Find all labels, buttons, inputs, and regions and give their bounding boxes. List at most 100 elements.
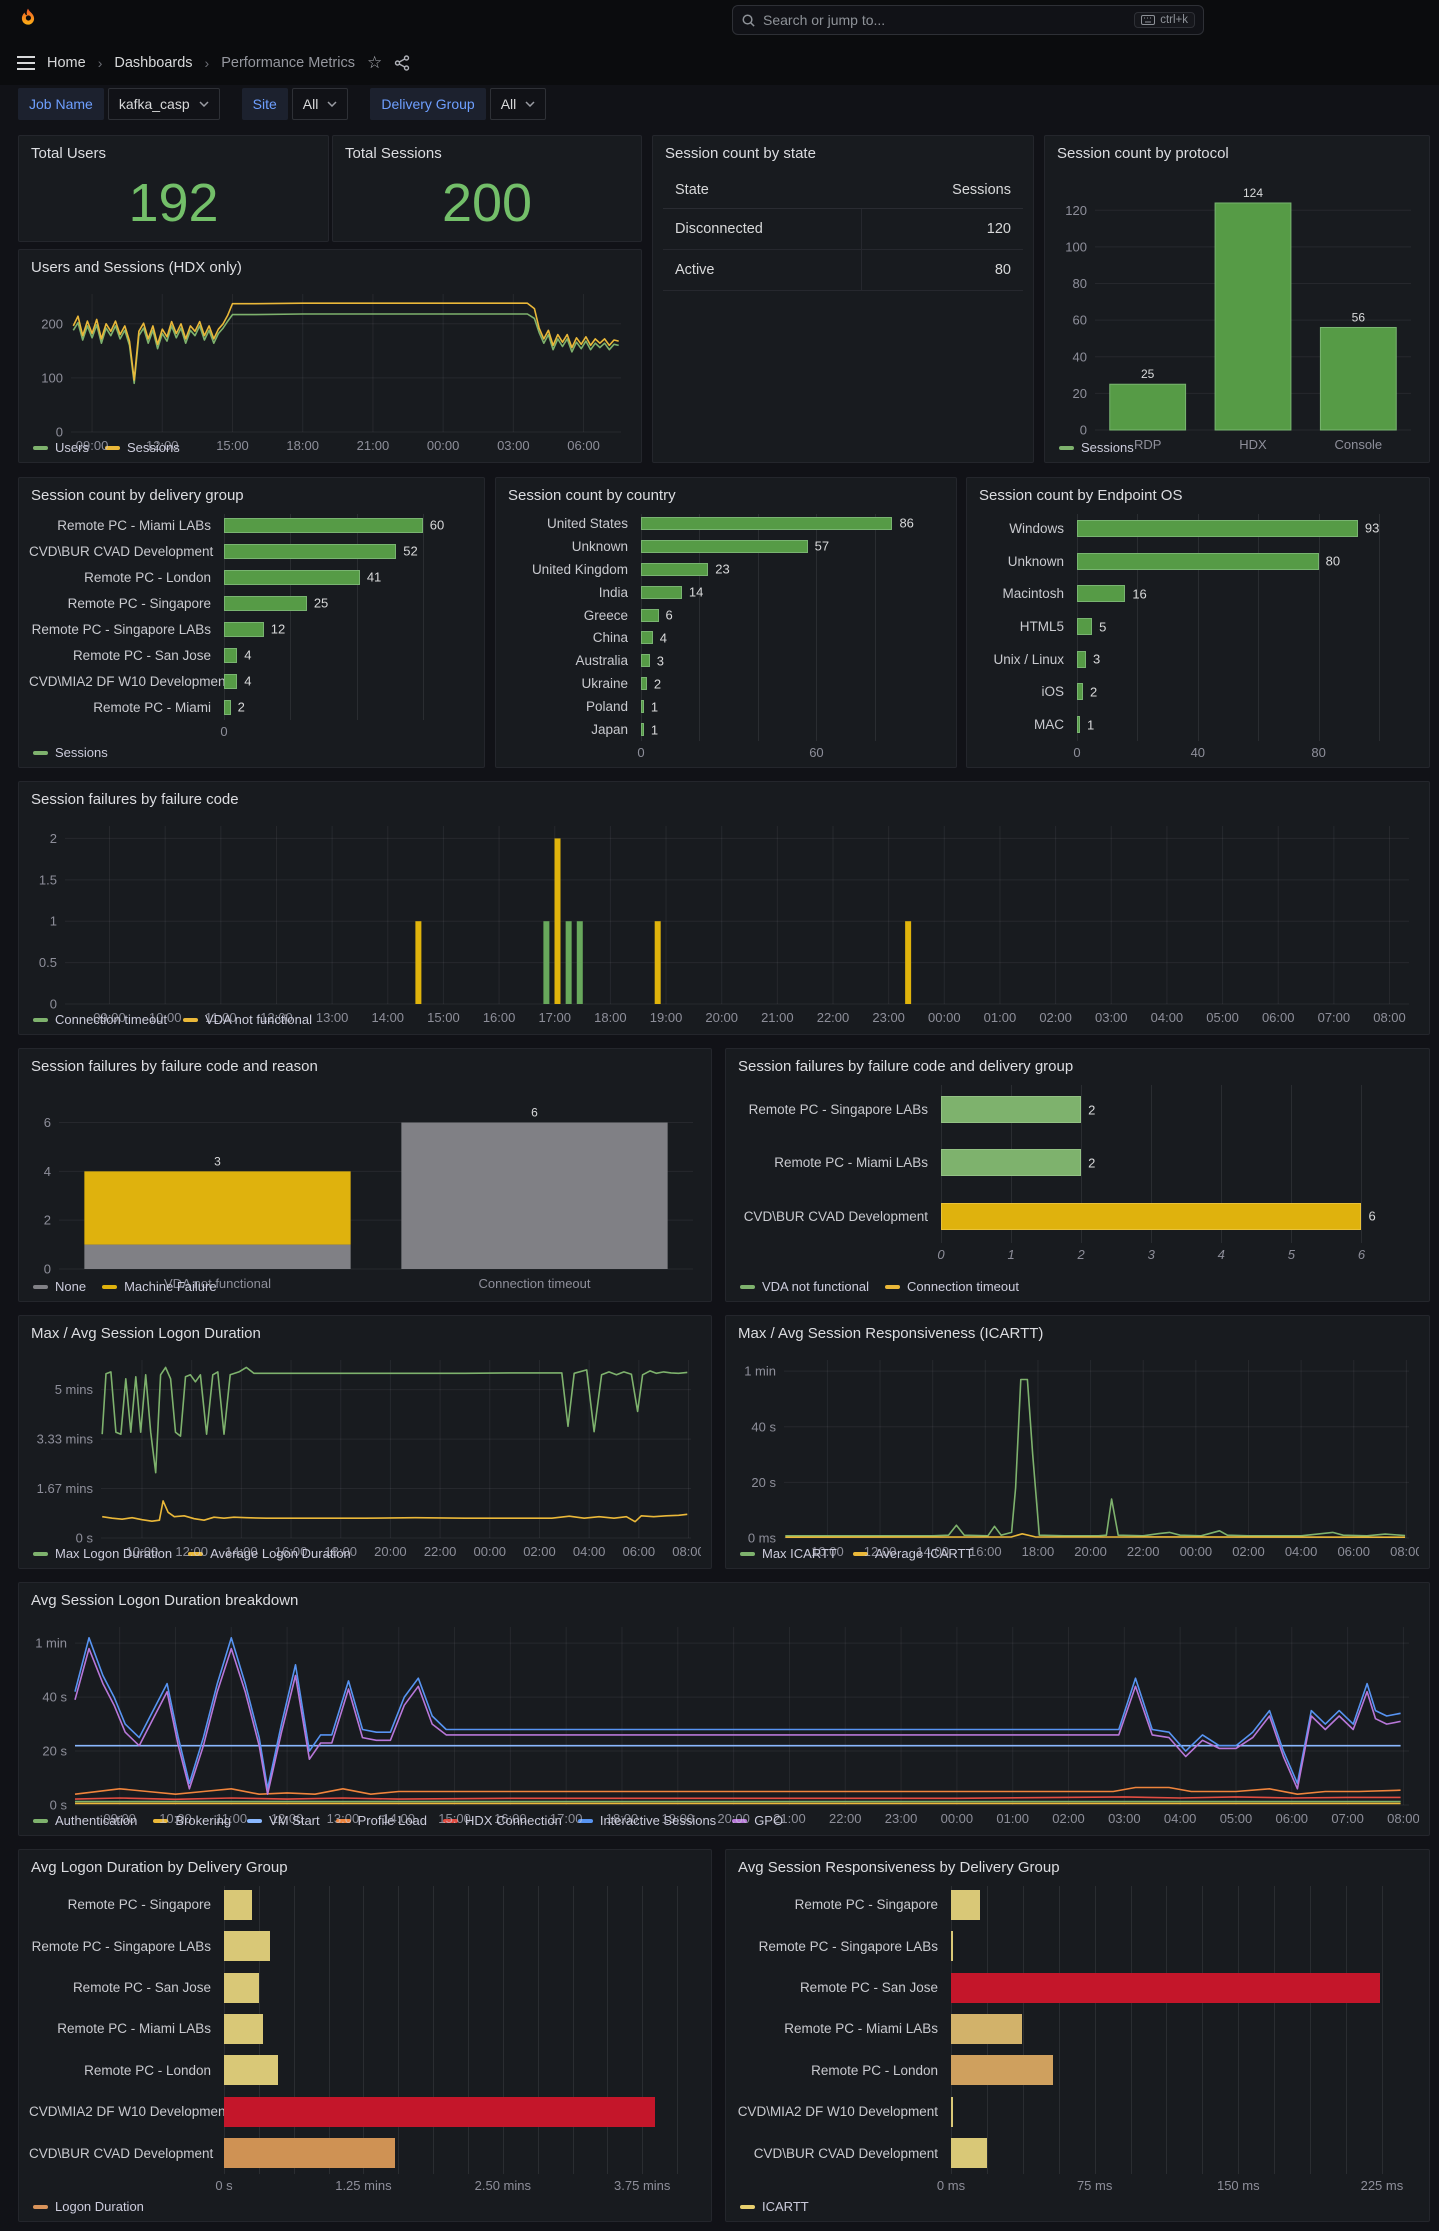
bar-fill — [1077, 618, 1093, 636]
legend-item-connection-timeout[interactable]: Connection timeout — [33, 1012, 167, 1027]
logon-duration-chart[interactable]: 10:00 12:00 14:00 16:00 18:00 20:00 22:00 00:00… — [29, 1350, 701, 1559]
bar-label: CVD\BUR CVAD Development — [29, 2145, 214, 2161]
event-bar — [905, 921, 912, 1004]
table-header-sessions[interactable]: Sessions — [861, 172, 1023, 209]
legend-item-icartt[interactable]: ICARTT — [740, 2199, 809, 2214]
panel-title-protocol[interactable]: Session count by protocol — [1057, 144, 1229, 162]
icartt-chart[interactable]: 10:00 12:00 14:00 16:00 18:00 20:00 22:00 00:00… — [736, 1350, 1419, 1559]
panel-title-failures-timeline[interactable]: Session failures by failure code — [31, 790, 239, 808]
variable-site-dropdown[interactable]: All — [291, 88, 349, 120]
panel-title-logon-duration[interactable]: Max / Avg Session Logon Duration — [31, 1324, 261, 1342]
legend-item-connection-timeout[interactable]: Connection timeout — [884, 1279, 1019, 1294]
variable-job-name-dropdown[interactable]: kafka_casp — [107, 88, 220, 120]
panel-title-resp-by-dg[interactable]: Avg Session Responsiveness by Delivery G… — [738, 1858, 1060, 1876]
endpoint-os-chart[interactable]: Windows 93 Unknown 80 Macintosh 16 HTML5 5 Unix … — [977, 512, 1419, 761]
menu-icon[interactable] — [17, 55, 35, 70]
panel-title-total-users[interactable]: Total Users — [31, 144, 107, 162]
failure-dg-chart[interactable]: Remote PC - Singapore LABs 2 Remote PC - M… — [736, 1083, 1419, 1274]
breadcrumb-dashboards[interactable]: Dashboards — [114, 54, 193, 71]
logon-by-dg-chart[interactable]: Remote PC - Singapore Remote PC - Singapo… — [29, 1884, 701, 2194]
favorite-star-icon[interactable]: ☆ — [366, 52, 383, 72]
panel-title-logon-by-dg[interactable]: Avg Logon Duration by Delivery Group — [31, 1858, 288, 1876]
svg-text:21:00: 21:00 — [761, 1010, 794, 1025]
svg-text:5 mins: 5 mins — [55, 1382, 94, 1397]
legend-item-max-logon-duration[interactable]: Max Logon Duration — [33, 1546, 172, 1561]
series-interactive-sessions — [74, 1636, 1401, 1790]
panel-title-delivery-group[interactable]: Session count by delivery group — [31, 486, 244, 504]
svg-text:15:00: 15:00 — [427, 1010, 460, 1025]
panel-session-count-by-state: Session count by state State Sessions Di… — [652, 135, 1034, 463]
resp-by-dg-chart[interactable]: Remote PC - Singapore Remote PC - Singapo… — [736, 1884, 1419, 2194]
icartt-svg[interactable]: 10:00 12:00 14:00 16:00 18:00 20:00 22:00 00:00… — [736, 1350, 1419, 1562]
panel-title-endpoint-os[interactable]: Session count by Endpoint OS — [979, 486, 1183, 504]
breakdown-chart[interactable]: 09:00 10:00 11:00 12:00 13:00 14:00 15:00 16:00… — [29, 1617, 1419, 1826]
delivery-group-chart[interactable]: Remote PC - Miami LABs 60 CVD\BUR CVAD Dev… — [29, 512, 474, 740]
keyboard-shortcut-badge: ctrl+k — [1134, 12, 1195, 28]
users-sessions-svg[interactable]: 09:00 12:00 15:00 18:00 21:00 00:00 03:00 06:00… — [29, 284, 631, 456]
panel-title-total-sessions[interactable]: Total Sessions — [345, 144, 442, 162]
panel-title-country[interactable]: Session count by country — [508, 486, 676, 504]
bar-fill — [224, 2013, 264, 2044]
panel-title-users-sessions[interactable]: Users and Sessions (HDX only) — [31, 258, 242, 276]
legend-label: Connection timeout — [55, 1012, 168, 1027]
bar-label: Unknown — [571, 538, 628, 554]
legend-item-vm-start[interactable]: VM Start — [247, 1813, 320, 1828]
logon-duration-svg[interactable]: 10:00 12:00 14:00 16:00 18:00 20:00 22:00 00:00… — [29, 1350, 701, 1562]
panel-title-session-state[interactable]: Session count by state — [665, 144, 816, 162]
users-sessions-chart[interactable]: 09:00 12:00 15:00 18:00 21:00 00:00 03:00 06:00… — [29, 284, 631, 453]
legend-item-vda-not-functional[interactable]: VDA not functional — [183, 1012, 312, 1027]
svg-text:1.67 mins: 1.67 mins — [37, 1481, 94, 1496]
bar-row-cvd-bur-cvad-development: CVD\BUR CVAD Development 6 — [736, 1190, 1419, 1243]
protocol-chart[interactable]: 0 20 40 60 80 100 120 25 RDP 124 HDX 56 Console — [1055, 170, 1419, 452]
bar-value: 6 — [665, 607, 673, 623]
legend-item-average-icartt[interactable]: Average ICARTT — [852, 1546, 973, 1561]
panel-title-failure-dg[interactable]: Session failures by failure code and del… — [738, 1057, 1074, 1075]
failures-timeline-chart[interactable]: 09:00 10:00 11:00 12:00 13:00 14:00 15:00 16:00… — [29, 816, 1419, 1025]
legend-chip — [188, 1551, 204, 1556]
x-tick-label: 75 ms — [1076, 2178, 1113, 2193]
bar-track: 2 — [1077, 683, 1379, 701]
search-input[interactable]: Search or jump to... ctrl+k — [732, 5, 1204, 35]
legend-chip — [577, 1818, 593, 1823]
bar-fill — [224, 2096, 656, 2127]
chart-legend: None Machine Failure — [29, 1274, 701, 1295]
breakdown-svg[interactable]: 09:00 10:00 11:00 12:00 13:00 14:00 15:00 16:00… — [29, 1617, 1419, 1829]
legend-item-users[interactable]: Users — [33, 440, 89, 455]
legend-item-sessions[interactable]: Sessions — [33, 745, 108, 760]
protocol-svg[interactable]: 0 20 40 60 80 100 120 25 RDP 124 HDX 56 Console — [1055, 170, 1419, 456]
country-chart[interactable]: United States 86 Unknown 57 United Kingdom 23… — [506, 512, 946, 761]
legend-item-sessions[interactable]: Sessions — [1059, 440, 1134, 455]
breadcrumb-home[interactable]: Home — [47, 54, 86, 71]
legend-item-logon-duration[interactable]: Logon Duration — [33, 2199, 144, 2214]
legend-item-none[interactable]: None — [33, 1279, 86, 1294]
share-icon[interactable] — [394, 54, 410, 71]
legend-item-sessions[interactable]: Sessions — [104, 440, 180, 455]
svg-text:02:00: 02:00 — [1232, 1544, 1265, 1559]
table-header-state[interactable]: State — [663, 172, 861, 209]
resp-by-dg-plot: Remote PC - Singapore Remote PC - Singapo… — [736, 1884, 1419, 2174]
legend-item-profile-load[interactable]: Profile Load — [335, 1813, 427, 1828]
failures-timeline-svg[interactable]: 09:00 10:00 11:00 12:00 13:00 14:00 15:00 16:00… — [29, 816, 1419, 1028]
legend-item-average-logon-duration[interactable]: Average Logon Duration — [188, 1546, 351, 1561]
legend-item-vda-not-functional[interactable]: VDA not functional — [740, 1279, 869, 1294]
legend-item-gpo[interactable]: GPO — [732, 1813, 783, 1828]
svg-text:80: 80 — [1073, 276, 1087, 291]
variable-delivery-group-dropdown[interactable]: All — [489, 88, 547, 120]
legend-item-brokering[interactable]: Brokering — [153, 1813, 231, 1828]
legend-chip — [740, 1284, 755, 1289]
legend-item-hdx-connection[interactable]: HDX Connection — [443, 1813, 562, 1828]
panel-title-breakdown[interactable]: Avg Session Logon Duration breakdown — [31, 1591, 299, 1609]
svg-text:10:00: 10:00 — [126, 1544, 159, 1559]
legend-item-max-icartt[interactable]: Max ICARTT — [740, 1546, 837, 1561]
panel-title-failure-reason[interactable]: Session failures by failure code and rea… — [31, 1057, 318, 1075]
svg-text:Connection timeout: Connection timeout — [478, 1276, 590, 1291]
grafana-logo-icon[interactable] — [15, 7, 41, 33]
legend-item-authentication[interactable]: Authentication — [33, 1813, 137, 1828]
panel-title-icartt[interactable]: Max / Avg Session Responsiveness (ICARTT… — [738, 1324, 1044, 1342]
bar-label: China — [592, 630, 628, 646]
legend-item-interactive-sessions[interactable]: Interactive Sessions — [577, 1813, 716, 1828]
legend-chip — [102, 1284, 118, 1289]
legend-item-machine-failure[interactable]: Machine Failure — [102, 1279, 217, 1294]
